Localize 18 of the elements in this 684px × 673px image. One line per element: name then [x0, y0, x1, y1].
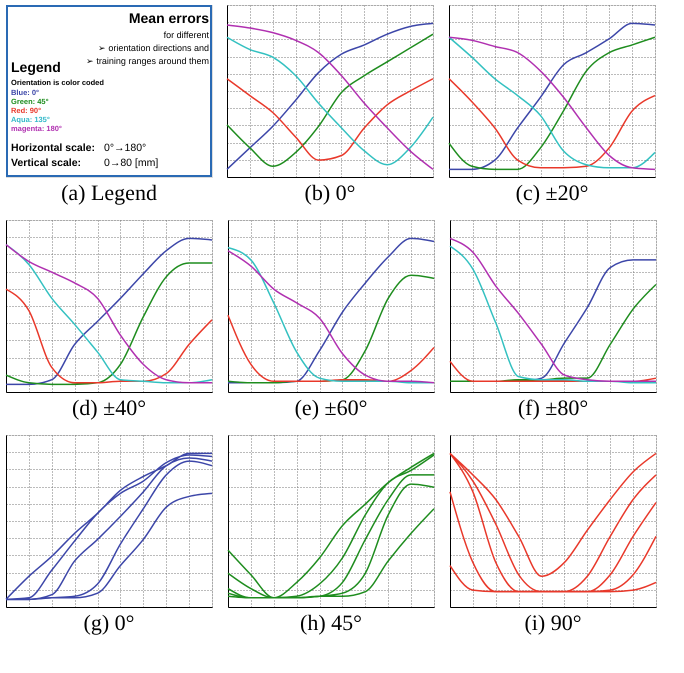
- text: (i) 90°: [524, 610, 582, 635]
- text: for different: [164, 30, 210, 40]
- text: (b) 0°: [304, 180, 356, 205]
- text: Legend: [11, 59, 61, 75]
- text: (a) Legend: [61, 180, 157, 205]
- text: 0→80 [mm]: [104, 157, 158, 169]
- text: (e) ±60°: [294, 395, 368, 420]
- text: (h) 45°: [300, 610, 362, 635]
- text: Horizontal scale:: [11, 142, 96, 154]
- text: Vertical scale:: [11, 157, 82, 169]
- text: ➢ training ranges around them: [86, 56, 209, 66]
- text: (g) 0°: [84, 610, 134, 635]
- text: 0°→180°: [104, 142, 146, 154]
- text: ➢ orientation directions and: [98, 43, 209, 53]
- text: (f) ±80°: [518, 395, 588, 420]
- text: (d) ±40°: [72, 395, 146, 420]
- text: (c) ±20°: [516, 180, 588, 205]
- text: Mean errors: [128, 10, 210, 26]
